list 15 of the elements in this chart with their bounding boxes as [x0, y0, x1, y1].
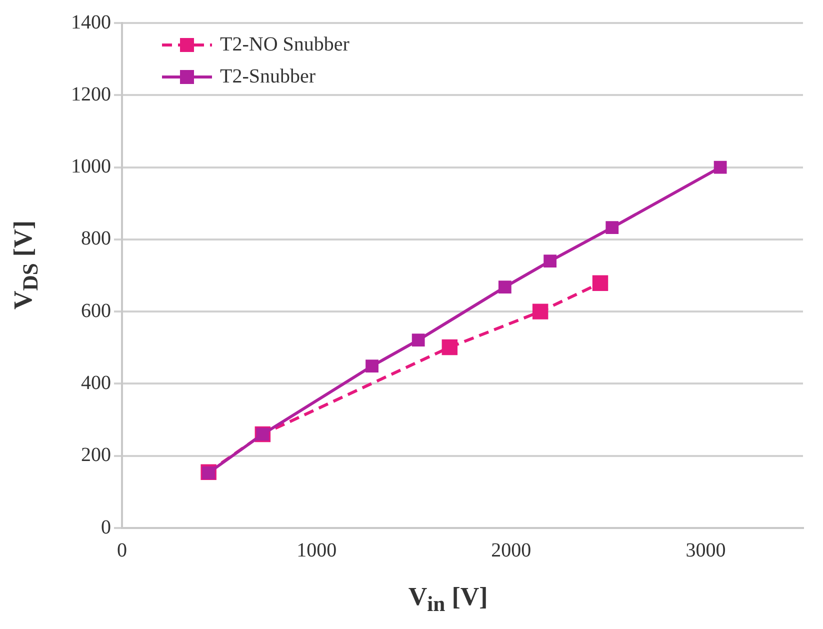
y-tick-label: 1200 [71, 83, 111, 106]
y-tick-label: 200 [81, 444, 111, 466]
x-tick-label: 1000 [296, 539, 337, 562]
y-tick-label: 1400 [71, 11, 111, 34]
legend-label: T2-NO Snubber [220, 33, 350, 56]
x-axis-title: V$_{in}$ [V] [408, 582, 488, 617]
x-tick-label: 2000 [491, 539, 532, 562]
y-tick-label: 600 [81, 300, 111, 322]
y-tick-label: 0 [101, 516, 111, 538]
x-tick-label: 3000 [686, 539, 726, 562]
x-tick-label: 0 [117, 539, 127, 562]
legend-label: T2-Snubber [220, 65, 316, 88]
y-tick-label: 1000 [71, 156, 111, 178]
y-tick-label: 800 [81, 228, 111, 250]
y-tick-label: 400 [81, 372, 111, 394]
